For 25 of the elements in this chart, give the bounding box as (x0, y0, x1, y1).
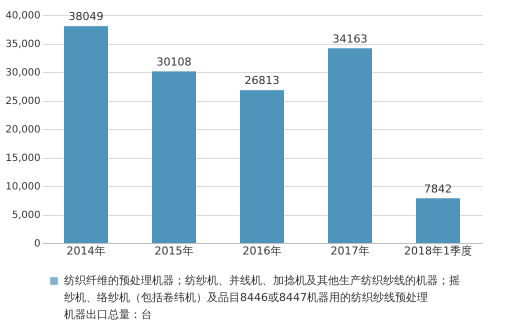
data-label: 34163 (332, 32, 368, 46)
bar (328, 48, 372, 243)
bar (64, 26, 108, 243)
legend-label: 纺织纤维的预处理机器；纺纱机、并线机、加捻机及其他生产纺织纱线的机器；摇纱机、络纱机（包括卷纬机）及品目8446或8447机器用的纺织纱线预处理机器出口总量：台 (64, 274, 460, 321)
y-tick-label: 10,000 (6, 182, 40, 192)
y-tick-label: 15,000 (6, 153, 40, 164)
y-tick-label: 20,000 (6, 124, 40, 136)
bar (416, 198, 460, 243)
x-tick-label: 2018年1季度 (404, 244, 472, 258)
x-tick-label: 2015年 (154, 244, 194, 258)
x-tick-label: 2016年 (242, 244, 282, 258)
bar (240, 90, 284, 243)
y-tick-label: 30,000 (6, 68, 40, 78)
y-tick-label: 5,000 (12, 210, 40, 221)
data-label: 38049 (68, 10, 104, 24)
x-tick-label: 2014年 (66, 244, 106, 258)
data-label: 7842 (424, 182, 452, 196)
bar (152, 71, 196, 243)
y-tick-label: 35,000 (6, 39, 40, 50)
y-tick-label: 40,000 (6, 10, 40, 22)
y-tick-label: 25,000 (6, 96, 40, 107)
y-tick-label: 0 (34, 238, 40, 250)
x-tick-label: 2017年 (330, 244, 370, 258)
data-label: 26813 (244, 74, 280, 88)
data-label: 30108 (156, 55, 192, 68)
